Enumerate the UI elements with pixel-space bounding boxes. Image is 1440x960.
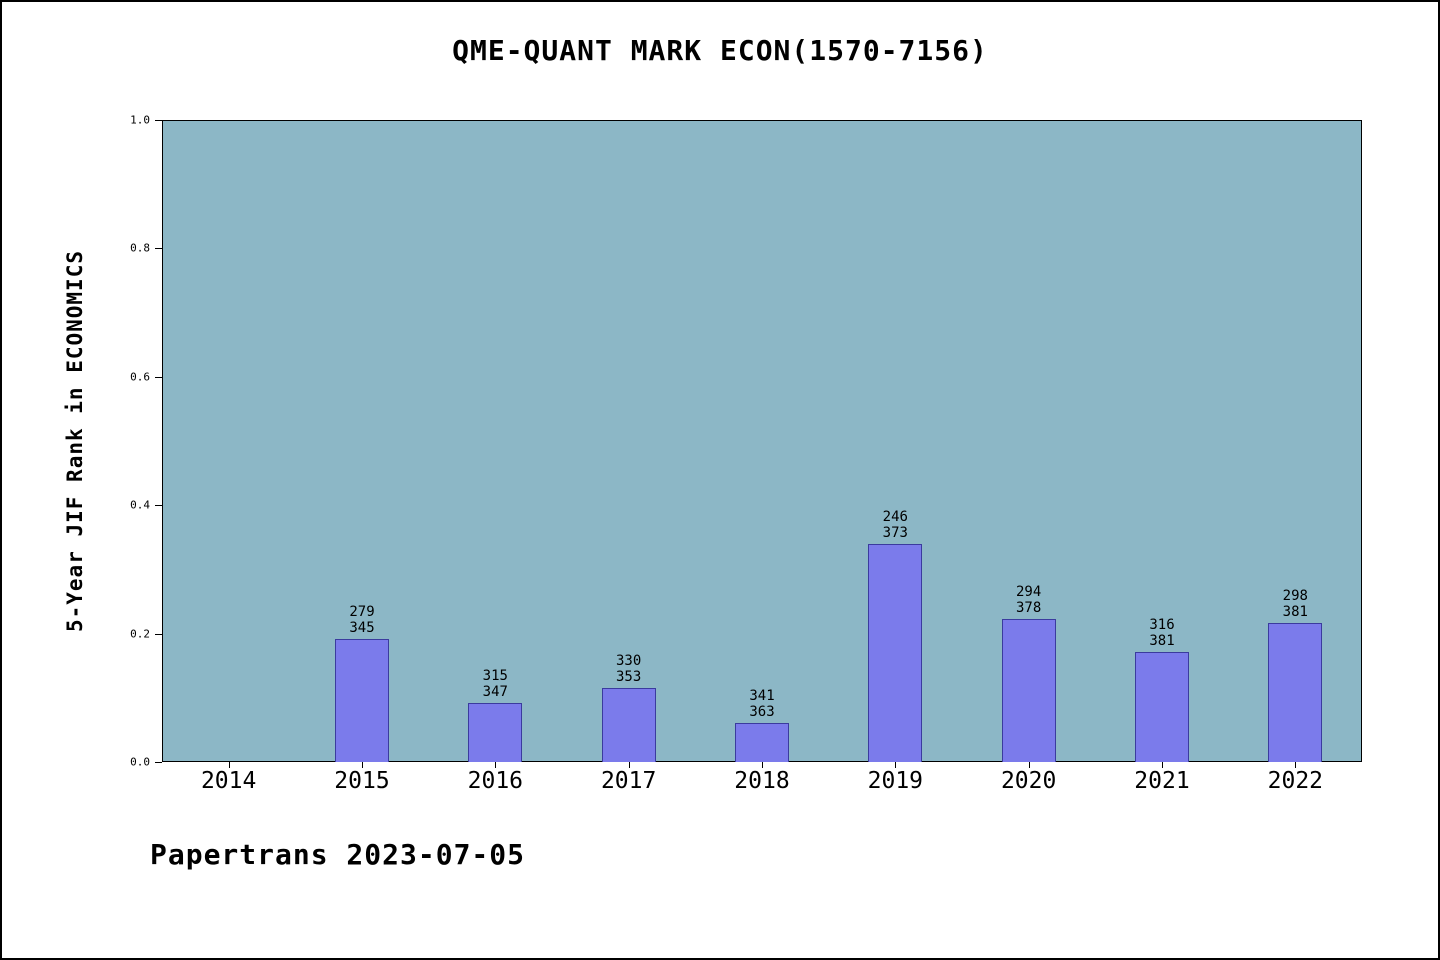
y-tick: [155, 505, 162, 507]
y-tick-label: 0.0: [130, 755, 150, 769]
bar-value-label: 294 378: [1016, 584, 1042, 617]
y-tick: [155, 376, 162, 378]
bar-value-label: 315 347: [482, 667, 508, 700]
x-tick: [1028, 762, 1030, 768]
y-tick-label: 0.4: [130, 498, 150, 512]
x-tick-label: 2020: [1000, 768, 1057, 794]
chart-title: QME-QUANT MARK ECON(1570-7156): [452, 34, 988, 67]
y-tick: [155, 248, 162, 250]
x-tick-label: 2019: [867, 768, 924, 794]
bar: [735, 722, 789, 762]
x-tick: [495, 762, 497, 768]
y-axis-label: 5-Year JIF Rank in ECONOMICS: [63, 249, 87, 632]
x-tick-label: 2015: [334, 768, 390, 794]
y-tick: [155, 762, 162, 763]
bar-value-label: 298 381: [1282, 587, 1308, 620]
bar: [1268, 622, 1323, 762]
bar-value-label: 341 363: [749, 687, 775, 720]
y-tick-label: 0.2: [130, 627, 150, 641]
footer-text: Papertrans 2023-07-05: [150, 838, 526, 871]
bar: [468, 702, 523, 762]
x-tick: [362, 762, 363, 768]
x-tick: [1162, 762, 1163, 768]
x-tick: [762, 762, 763, 768]
x-tick-label: 2021: [1134, 768, 1190, 794]
bar: [1135, 652, 1189, 762]
y-tick-label: 0.8: [130, 241, 150, 255]
bar: [601, 688, 656, 762]
x-tick-label: 2016: [467, 768, 524, 794]
bar-value-label: 246 373: [882, 508, 908, 541]
x-tick-label: 2014: [200, 768, 257, 794]
x-tick: [1295, 762, 1297, 768]
y-tick: [155, 120, 162, 121]
bar: [868, 543, 923, 762]
x-tick: [895, 762, 897, 768]
plot-wrap: 279 345 315 347 330 353 341 363 246 373 294 3…: [130, 114, 1362, 794]
bar-value-label: 330 353: [616, 652, 642, 686]
y-tick-label: 0.6: [130, 370, 150, 384]
x-tick-label: 2022: [1267, 768, 1324, 794]
bar-value-label: 279 345: [349, 604, 375, 637]
y-tick-label: 1.0: [130, 113, 150, 127]
bar: [1001, 619, 1056, 762]
x-tick-label: 2018: [734, 768, 790, 794]
x-tick: [228, 762, 230, 768]
bar-value-label: 316 381: [1149, 617, 1175, 650]
y-tick: [155, 633, 162, 635]
x-tick-label: 2017: [600, 768, 657, 794]
x-tick: [628, 762, 630, 768]
bar: [335, 639, 389, 762]
